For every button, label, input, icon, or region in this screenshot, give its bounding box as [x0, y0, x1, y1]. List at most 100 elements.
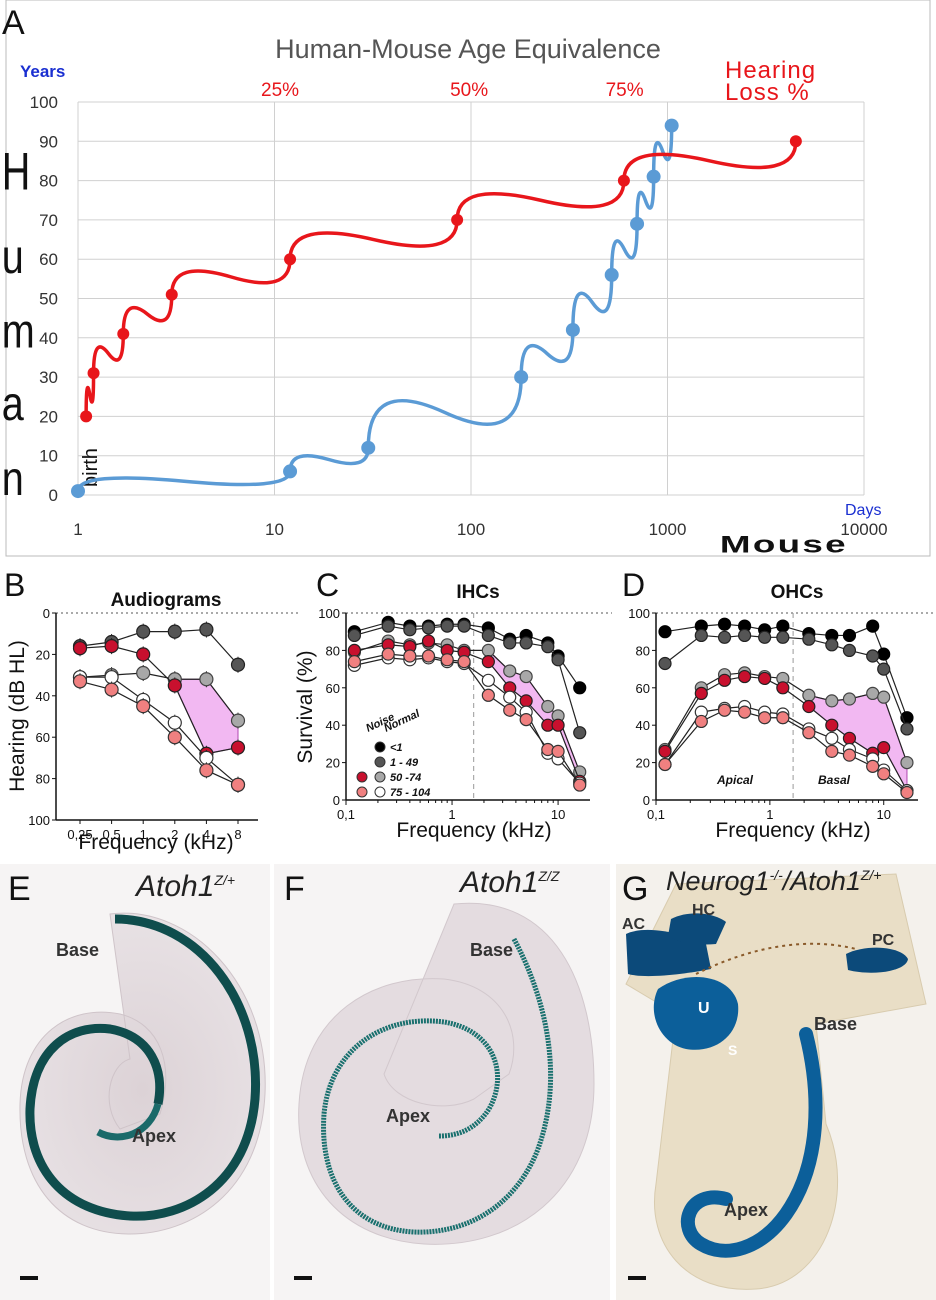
- data-point: [167, 624, 182, 639]
- legend-marker-normal: [374, 756, 386, 768]
- data-point: [104, 639, 119, 654]
- y-tick-label: 0: [333, 793, 340, 808]
- y-tick-label: 20: [326, 756, 340, 771]
- x-tick-label: 1: [766, 807, 773, 822]
- y-axis-label: Hearing (dB HL): [6, 640, 29, 792]
- panel-e-genotype: Atoh1Z/+: [136, 870, 235, 904]
- data-point: [877, 690, 891, 704]
- panel-f-base-label: Base: [470, 940, 514, 960]
- x-tick-label: 0,1: [647, 807, 665, 822]
- x-axis-label: Frequency (kHz): [78, 831, 233, 854]
- panel-f-scalebar: [294, 1276, 312, 1280]
- panel-a-chart: A Human-Mouse Age Equivalence Years Hear…: [2, 0, 931, 558]
- panel-g-ac-label: AC: [622, 916, 646, 933]
- panel-e-gene: Atoh1: [136, 870, 215, 903]
- x-tick-label: 1: [140, 827, 147, 842]
- x-tick-label: 1000: [649, 520, 687, 539]
- panel-a-letter: A: [2, 4, 25, 42]
- y-axis-label: Survival (%): [294, 650, 317, 763]
- human-age-point: [664, 118, 679, 133]
- hearing-loss-point: [451, 213, 464, 226]
- data-point: [199, 672, 214, 687]
- y-tick-label: 80: [39, 172, 58, 191]
- data-point: [503, 664, 517, 678]
- data-point: [104, 682, 119, 697]
- mouse-label: Mouse: [720, 531, 848, 558]
- years-label: Years: [20, 62, 65, 81]
- data-point: [866, 686, 880, 701]
- data-point: [717, 617, 732, 631]
- data-point: [403, 623, 417, 637]
- data-point: [866, 759, 880, 773]
- data-point: [866, 649, 880, 663]
- data-point: [457, 619, 471, 633]
- chart-title: Human-Mouse Age Equivalence: [275, 34, 661, 64]
- x-tick-label: 8: [234, 827, 241, 842]
- data-point: [347, 628, 361, 643]
- human-age-point: [630, 216, 645, 231]
- data-point: [658, 757, 672, 772]
- data-point: [900, 756, 914, 770]
- apical-region-label: Apical: [716, 773, 754, 787]
- data-point: [347, 643, 361, 658]
- human-letter-u: u: [2, 230, 24, 284]
- legend-marker-noise: [356, 786, 368, 798]
- y-tick-label: 60: [636, 681, 650, 696]
- human-age-point: [283, 464, 298, 479]
- data-point: [551, 653, 565, 667]
- y-tick-label: 70: [39, 211, 58, 230]
- data-point: [825, 718, 839, 732]
- data-point: [802, 688, 816, 702]
- hearing-loss-point: [617, 174, 630, 187]
- panel-e-scalebar: [20, 1276, 38, 1280]
- panel-c-letter: C: [316, 567, 339, 603]
- y-tick-label: 20: [36, 647, 50, 662]
- y-tick-label: 50: [39, 290, 58, 309]
- data-point: [230, 657, 246, 672]
- inner-ear-g-image: [625, 873, 927, 1290]
- legend-marker-normal: [374, 771, 386, 783]
- data-point: [136, 624, 151, 639]
- panel-d-letter: D: [622, 567, 645, 603]
- hearing-loss-tick-label: 25%: [261, 80, 299, 101]
- y-tick-label: 60: [39, 250, 58, 269]
- legend-marker-noise: [356, 771, 368, 783]
- data-point: [776, 619, 790, 633]
- data-point: [802, 632, 816, 646]
- data-point: [738, 705, 752, 719]
- data-point: [842, 643, 857, 658]
- data-point: [481, 688, 495, 702]
- panel-e-apex-label: Apex: [132, 1126, 177, 1146]
- hearing-loss-tick-label: 50%: [450, 80, 488, 101]
- data-point: [136, 699, 151, 714]
- data-point: [776, 630, 790, 644]
- data-point: [717, 630, 732, 644]
- human-letter-a: a: [2, 378, 24, 432]
- data-point: [573, 726, 587, 740]
- data-point: [825, 731, 839, 745]
- panel-g-genotype: Neurog1-/-/Atoh1Z/+: [666, 866, 881, 897]
- panel-g-u-label: U: [698, 1000, 710, 1017]
- data-point: [842, 731, 857, 745]
- data-point: [825, 638, 839, 652]
- days-label: Days: [845, 502, 881, 519]
- y-tick-label: 80: [36, 772, 50, 787]
- x-tick-label: 0,25: [67, 827, 92, 842]
- data-point: [481, 628, 495, 643]
- data-point: [758, 630, 772, 644]
- human-age-point: [646, 169, 661, 184]
- panel-g-gene2: /Atoh1: [782, 866, 861, 896]
- legend-marker-normal: [374, 741, 386, 753]
- panel-e-base-label: Base: [56, 940, 100, 960]
- y-tick-label: 0: [43, 606, 50, 621]
- panel-g-micrograph: G Neurog1-/-/Atoh1Z/+ AC HC PC U S Base …: [616, 864, 936, 1300]
- hearing-title-line1: Hearing: [725, 57, 816, 84]
- data-point: [758, 671, 772, 686]
- y-tick-label: 20: [636, 756, 650, 771]
- human-age-point: [565, 322, 580, 337]
- data-point: [842, 748, 857, 762]
- legend-label: <1: [390, 742, 403, 754]
- loss-band: [174, 678, 239, 755]
- data-point: [694, 686, 708, 701]
- data-point: [167, 678, 182, 693]
